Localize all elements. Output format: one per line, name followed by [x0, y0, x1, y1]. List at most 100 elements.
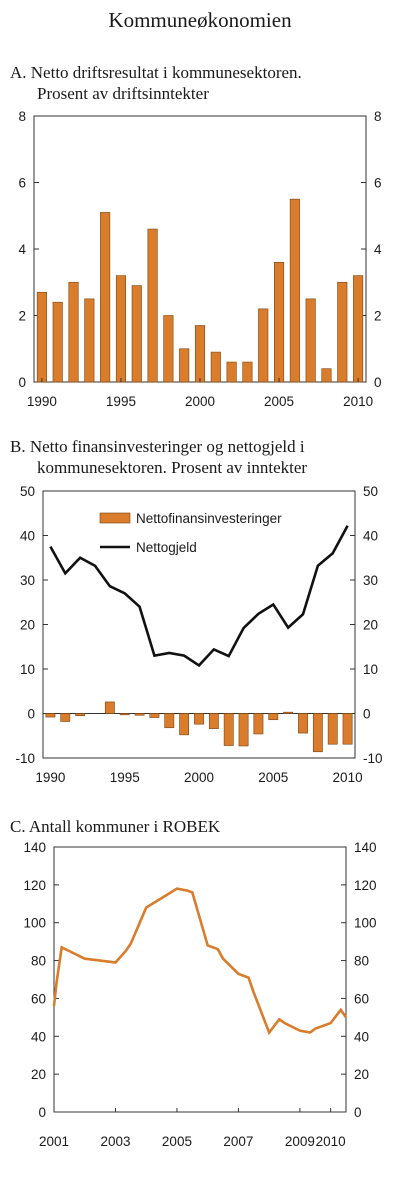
chart-c-xtick-label: 2010	[316, 1134, 346, 1149]
bar-1993	[84, 298, 95, 383]
chart-b-ytick-label-left: 30	[20, 573, 35, 588]
bar-1990	[45, 713, 56, 718]
chart-c-ytick-label-right: 20	[354, 1067, 369, 1082]
chart-b-xtick-label: 1995	[110, 770, 140, 785]
bar-2008	[312, 713, 323, 753]
chart-a-xtick-label: 2005	[264, 394, 294, 409]
bar-2005	[274, 262, 285, 383]
bar-2005	[268, 713, 279, 721]
bar-2003	[242, 361, 253, 383]
chart-b-ytick-label-left: 50	[20, 484, 35, 499]
bar-1992	[75, 713, 86, 717]
panel-b-title-line1: B. Netto finansinvesteringer og nettogje…	[10, 437, 305, 456]
bar-2003	[238, 713, 249, 747]
bar-1990	[36, 291, 47, 383]
chart-b-ytick-label-right: 10	[363, 662, 378, 677]
bar-1991	[60, 713, 71, 722]
bar-1998	[164, 713, 175, 729]
chart-c-plot-frame	[53, 846, 347, 1113]
chart-c-ytick-label-right: 120	[354, 878, 377, 893]
panel-c-title: C. Antall kommuner i ROBEK	[10, 816, 220, 837]
chart-b: -10 -10 0 0 10 10 20 20 30 30 40 40 50 50 1990 1995 2000…	[15, 484, 383, 785]
bar-1998	[163, 315, 174, 383]
chart-b-ytick-label-left: 40	[20, 529, 35, 544]
chart-b-ytick-label-left: 0	[27, 707, 35, 722]
bar-1996	[131, 285, 142, 383]
chart-c-xtick-label: 2007	[223, 1134, 253, 1149]
bar-2009	[327, 713, 338, 745]
panel-b-title-line2: kommunesektoren. Prosent av inntekter	[37, 458, 308, 477]
chart-c-ytick-label-left: 60	[31, 991, 46, 1006]
chart-b-ytick-label-right: 40	[363, 529, 378, 544]
chart-b-xtick-label: 1990	[35, 770, 65, 785]
chart-b-xtick-label: 2010	[333, 770, 363, 785]
chart-b-ytick-label-left: 20	[20, 618, 35, 633]
bar-1999	[179, 713, 190, 736]
bar-2010	[342, 713, 353, 745]
line-robek	[52, 887, 348, 1036]
bar-1992	[68, 281, 79, 383]
chart-c-ytick-label-left: 140	[23, 840, 46, 855]
chart-a-xtick-label: 2000	[185, 394, 215, 409]
bar-2001	[210, 351, 221, 383]
bar-2002	[226, 361, 237, 383]
chart-a-ytick-label-right: 6	[374, 176, 382, 191]
chart-c-xtick-label: 2003	[100, 1134, 130, 1149]
chart-b-ytick-label-right: -10	[363, 751, 383, 766]
bar-1999	[179, 348, 190, 383]
chart-a-ytick-label-right: 2	[374, 309, 382, 324]
bar-2009	[337, 281, 348, 383]
chart-b-xtick-label: 2000	[184, 770, 214, 785]
chart-b-ytick-label-right: 50	[363, 484, 378, 499]
chart-b-ytick-label-left: -10	[15, 751, 35, 766]
chart-a-xtick-label: 1995	[106, 394, 136, 409]
chart-c-xtick-label: 2005	[162, 1134, 192, 1149]
chart-c-ytick-label-right: 100	[354, 916, 377, 931]
chart-c-ytick-label-left: 20	[31, 1067, 46, 1082]
chart-c-ytick-label-right: 140	[354, 840, 377, 855]
bar-2004	[253, 713, 264, 735]
chart-c-ytick-label-right: 80	[354, 954, 369, 969]
chart-c-xtick-label: 2001	[39, 1134, 69, 1149]
bar-2008	[321, 368, 332, 383]
chart-a-ytick-label-left: 8	[18, 109, 26, 124]
bar-1991	[52, 301, 63, 383]
chart-a: 0 0 2 2 4 4 6 6 8 8 1990 1995 2000 2005 2010	[18, 109, 382, 409]
panel-a-title: A. Netto driftsresultat i kommunesektore…	[10, 62, 302, 104]
chart-c-ytick-label-right: 0	[354, 1105, 362, 1120]
chart-b-ytick-label-right: 0	[363, 707, 371, 722]
bar-1995	[119, 713, 130, 716]
chart-b-xtick-label: 2005	[258, 770, 288, 785]
bar-1994	[100, 212, 111, 383]
chart-a-ytick-label-right: 4	[374, 242, 382, 257]
bar-2006	[289, 198, 300, 383]
chart-c-ytick-label-right: 60	[354, 991, 369, 1006]
chart-a-ytick-label-left: 4	[18, 242, 26, 257]
bar-2007	[298, 713, 308, 734]
panel-a-title-line2: Prosent av driftsinntekter	[37, 84, 209, 103]
legend-label-nettogjeld: Nettogjeld	[136, 540, 197, 555]
bar-2004	[258, 308, 269, 383]
bar-1996	[134, 713, 145, 716]
line-nettogjeld	[49, 525, 349, 668]
bar-2000	[194, 325, 206, 383]
bar-1997	[147, 228, 158, 383]
chart-b-ytick-label-right: 30	[363, 573, 378, 588]
bar-2010	[353, 275, 364, 383]
chart-c-ytick-label-left: 80	[31, 954, 46, 969]
bar-2000	[194, 713, 204, 725]
chart-b-ytick-label-right: 20	[363, 618, 378, 633]
page-title: Kommuneøkonomien	[108, 8, 292, 32]
bar-1995	[115, 275, 126, 383]
chart-c-xtick-label: 2009	[285, 1134, 315, 1149]
chart-c-ytick-label-left: 0	[38, 1105, 46, 1120]
bar-1994	[104, 701, 115, 714]
bar-2006	[283, 711, 294, 714]
bar-2007	[305, 298, 316, 383]
chart-b-ytick-label-left: 10	[20, 662, 35, 677]
chart-c-ytick-label-left: 120	[23, 878, 46, 893]
chart-a-ytick-label-left: 2	[18, 309, 26, 324]
panel-c-title-line1: C. Antall kommuner i ROBEK	[10, 817, 221, 836]
chart-a-ytick-label-left: 6	[18, 176, 26, 191]
chart-c: 0 0 20 20 40 40 60 60 80 80 100 100 120 120 140 140 2001…	[23, 840, 377, 1149]
